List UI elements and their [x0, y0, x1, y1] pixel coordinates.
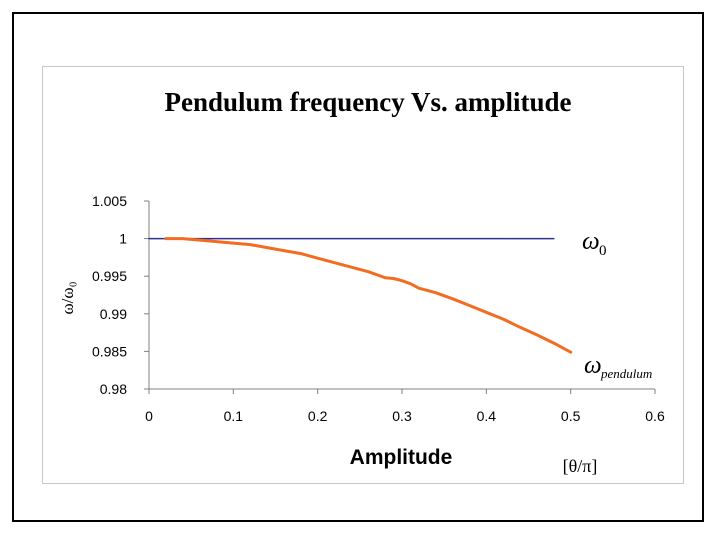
series-line-omega-pendulum: [164, 237, 573, 354]
x-tick-label: 0.1: [224, 408, 244, 424]
y-axis-label: ω/ω₀: [58, 281, 77, 314]
y-tick-label: 1: [119, 231, 127, 247]
x-ticks: 0 0.1 0.2 0.3 0.4 0.5 0.6: [145, 389, 665, 424]
y-tick-label: 0.98: [100, 381, 127, 397]
axes: [148, 201, 655, 390]
omega-pendulum-label-main: ω: [584, 352, 602, 379]
x-tick-label: 0.6: [645, 408, 665, 424]
y-tick-label: 1.005: [92, 193, 127, 209]
y-tick-label: 0.985: [92, 343, 127, 359]
x-axis-unit: [θ/π]: [563, 456, 598, 476]
x-tick-label: 0: [145, 408, 153, 424]
series-layer: [148, 237, 573, 354]
omega0-label-sub: 0: [599, 243, 607, 259]
x-tick-label: 0.5: [561, 408, 581, 424]
chart-title: Pendulum frequency Vs. amplitude: [164, 87, 571, 117]
y-tick-label: 0.995: [92, 268, 127, 284]
y-tick-label: 0.99: [100, 306, 127, 322]
x-axis-label: Amplitude: [350, 446, 453, 469]
x-tick-label: 0.2: [308, 408, 328, 424]
omega0-label-main: ω: [582, 228, 600, 255]
series-label-omega-pendulum: ω pendulum: [584, 352, 652, 381]
omega-pendulum-label-sub: pendulum: [600, 366, 652, 381]
series-label-omega0: ω 0: [582, 228, 607, 259]
x-tick-label: 0.4: [477, 408, 497, 424]
y-ticks: 1.005 1 0.995 0.99 0.985 0.98: [92, 193, 149, 397]
x-tick-label: 0.3: [392, 408, 412, 424]
